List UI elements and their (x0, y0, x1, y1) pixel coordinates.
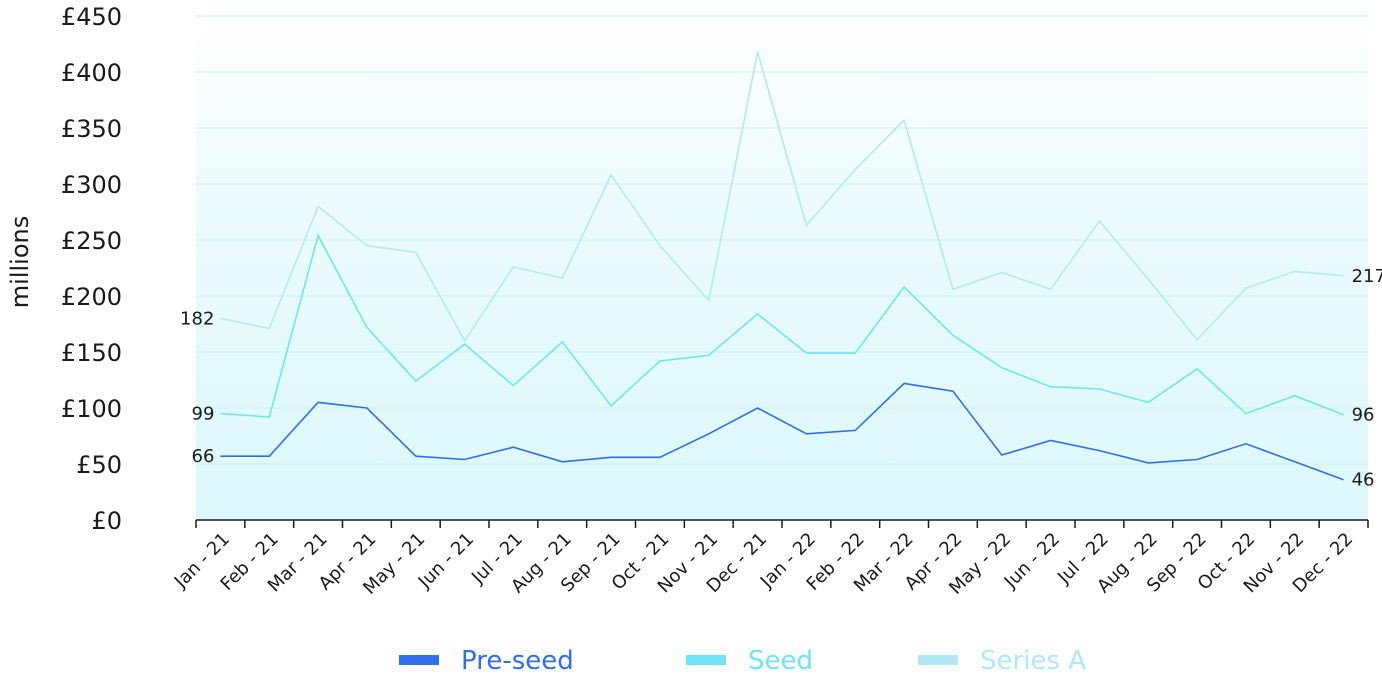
legend: Pre-seed Seed Series A (399, 646, 1086, 676)
y-tick-label: £150 (61, 339, 122, 367)
data-label-first: 182 (180, 308, 214, 329)
y-tick-label: £100 (61, 395, 122, 423)
series-line-pre-seed (220, 382, 1344, 481)
y-tick-label: £350 (61, 115, 122, 143)
y-tick-label: £400 (61, 59, 122, 87)
legend-swatch (399, 655, 439, 665)
gridlines (196, 15, 1368, 465)
data-label-first: 99 (192, 404, 215, 425)
y-tick-label: £200 (61, 283, 122, 311)
data-label-last: 46 (1352, 470, 1375, 491)
legend-label: Pre-seed (461, 646, 574, 676)
plot-background (196, 16, 1368, 520)
data-label-last: 96 (1352, 405, 1375, 426)
legend-swatch (918, 655, 958, 665)
data-label-last: 217 (1352, 266, 1382, 287)
data-labels: 66 46 99 96 182 217 (180, 266, 1382, 491)
legend-swatch (686, 655, 726, 665)
legend-label: Series A (980, 646, 1086, 676)
y-tick-label: £300 (61, 171, 122, 199)
y-axis-title: millions (6, 216, 34, 308)
y-tick-label: £50 (76, 451, 122, 479)
series-line-seed (220, 233, 1344, 418)
series-line-series-a (220, 51, 1344, 343)
series-lines (220, 51, 1344, 481)
y-axis: £0 £50 £100 £150 £200 £250 £300 £350 £400 £450 (61, 3, 122, 535)
legend-label: Seed (748, 646, 813, 676)
y-tick-label: £250 (61, 227, 122, 255)
y-tick-label: £0 (91, 507, 122, 535)
y-tick-label: £450 (61, 3, 122, 31)
data-label-first: 66 (192, 446, 215, 467)
